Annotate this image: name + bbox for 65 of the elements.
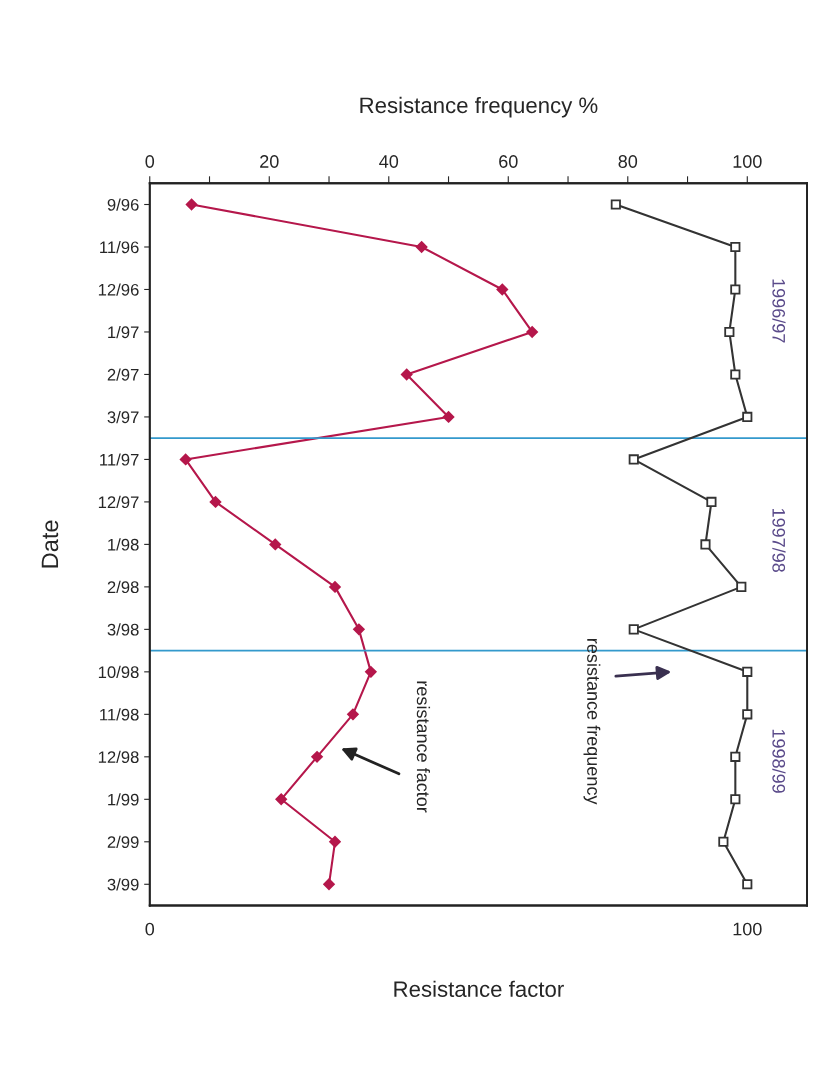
y-axis-title: Date: [41, 520, 59, 568]
point: [415, 241, 428, 253]
point: [526, 326, 538, 338]
annotation: 1998/99: [772, 729, 786, 793]
point: [730, 369, 741, 380]
y-tick-label: 12/98: [98, 750, 139, 764]
y-tick-label: 1/98: [108, 538, 139, 551]
annotation: resistance frequency: [583, 639, 601, 805]
point: [742, 879, 753, 890]
x2-tick-label: 0: [145, 155, 155, 168]
point: [628, 624, 639, 635]
y-tick-label: 9/96: [107, 198, 139, 211]
point: [496, 283, 509, 296]
point: [179, 453, 192, 466]
y-tick-label: 3/97: [107, 410, 139, 424]
x2-tick-label: 80: [618, 155, 638, 168]
x2-tick-label: 40: [379, 155, 399, 168]
point: [329, 835, 341, 848]
point: [353, 623, 365, 636]
x2-tick-label: 60: [499, 155, 518, 168]
y-tick-label: 3/99: [107, 878, 139, 891]
y-tick-label: 11/97: [100, 453, 139, 466]
y-tick-label: 11/98: [100, 708, 139, 721]
point: [742, 666, 753, 677]
point: [736, 581, 747, 592]
x2-tick-label: 20: [260, 155, 279, 168]
y-tick-label: 3/98: [107, 623, 139, 636]
point: [628, 454, 639, 465]
point: [311, 751, 323, 763]
y-tick-label: 2/97: [107, 368, 139, 381]
annotation: 1996/97: [772, 279, 786, 343]
point: [269, 538, 282, 551]
y-tick-label: 2/99: [107, 835, 139, 848]
point: [718, 836, 729, 847]
y-tick-label: 10/98: [98, 665, 139, 679]
point: [329, 581, 341, 593]
point: [706, 496, 717, 507]
x-axis-title: Resistance factor: [394, 980, 564, 998]
point: [275, 793, 288, 806]
y-tick-label: 11/96: [100, 240, 139, 254]
point: [610, 199, 621, 210]
point: [742, 709, 753, 720]
point: [730, 751, 741, 762]
point: [400, 368, 413, 381]
point: [742, 411, 753, 423]
y-tick-label: 12/97: [98, 495, 139, 509]
point: [724, 326, 735, 338]
point: [323, 878, 335, 891]
point: [209, 496, 222, 508]
annotation: resistance factor: [416, 681, 431, 813]
point: [185, 198, 198, 211]
point: [700, 539, 711, 550]
point: [730, 241, 741, 253]
x2-tick-label: 100: [733, 155, 762, 168]
y-tick-label: 12/96: [98, 283, 139, 296]
y-tick-label: 1/97: [108, 325, 139, 339]
point: [442, 411, 455, 423]
y-tick-label: 2/98: [107, 580, 139, 594]
y-tick-label: 1/99: [108, 793, 139, 806]
point: [730, 284, 741, 295]
x2-axis-title: Resistance frequency %: [360, 96, 598, 118]
point: [365, 666, 377, 678]
point: [730, 794, 741, 805]
annotation: 1997/98: [772, 508, 786, 572]
point: [347, 708, 359, 721]
